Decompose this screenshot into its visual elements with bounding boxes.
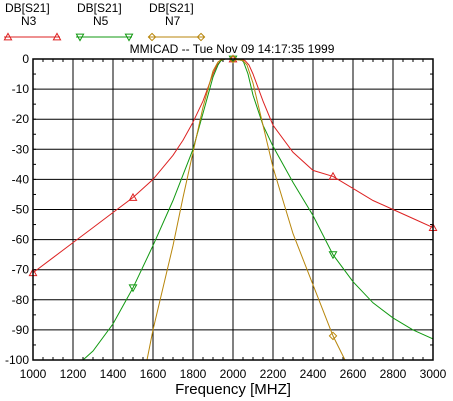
x-tick-label: 1200 (60, 367, 87, 381)
data-point-n7 (228, 54, 238, 64)
legend-marker-n7 (147, 32, 157, 42)
x-tick-label: 2400 (300, 367, 327, 381)
series-line-n7 (146, 59, 353, 360)
y-tick-label: -40 (12, 172, 30, 186)
y-tick-label: -30 (12, 142, 30, 156)
legend-marker-n5 (124, 33, 134, 42)
chart-title: MMICAD -- Tue Nov 09 14:17:35 1999 (130, 42, 335, 56)
y-tick-label: -70 (12, 263, 30, 277)
y-axis: 0 -10 -20 -30 -40 -50 -60 -70 -80 -90 -100 (5, 52, 29, 367)
x-axis: 1000 1200 1400 1600 1800 2000 2200 2400 2600 2800… (20, 367, 447, 381)
legend-header: DB[S21] (77, 1, 122, 15)
legend-label-n3: N3 (21, 14, 37, 28)
x-tick-label: 2800 (380, 367, 407, 381)
y-tick-label: -10 (12, 82, 30, 96)
legend-marker-n3 (52, 32, 62, 41)
legend-marker-n7 (196, 32, 206, 42)
legend-marker-n5 (75, 33, 85, 42)
legend-header: DB[S21] (5, 1, 50, 15)
y-tick-label: -20 (12, 112, 30, 126)
y-tick-label: -50 (12, 203, 30, 217)
legend-label-n7: N7 (165, 14, 181, 28)
y-tick-label: -100 (5, 353, 29, 367)
y-tick-label: 0 (22, 52, 29, 66)
x-axis-label: Frequency [MHZ] (175, 381, 291, 398)
x-tick-label: 1400 (100, 367, 127, 381)
plot-frame (32, 58, 434, 361)
legend-header: DB[S21] (149, 1, 194, 15)
y-tick-label: -60 (12, 233, 30, 247)
data-point-n3 (328, 171, 338, 180)
x-tick-label: 2200 (260, 367, 287, 381)
y-tick-label: -90 (12, 323, 30, 337)
x-tick-label: 2600 (340, 367, 367, 381)
x-tick-label: 1800 (180, 367, 207, 381)
data-point-n7 (328, 331, 338, 341)
data-point-n5 (328, 251, 338, 260)
x-tick-label: 1600 (140, 367, 167, 381)
x-tick-label: 1000 (20, 367, 47, 381)
data-point-n5 (128, 284, 138, 293)
x-tick-label: 3000 (420, 367, 447, 381)
x-tick-label: 2000 (220, 367, 247, 381)
data-point-n3 (128, 192, 138, 201)
y-tick-label: -80 (12, 293, 30, 307)
legend-label-n5: N5 (93, 14, 109, 28)
legend-marker-n3 (3, 32, 13, 41)
